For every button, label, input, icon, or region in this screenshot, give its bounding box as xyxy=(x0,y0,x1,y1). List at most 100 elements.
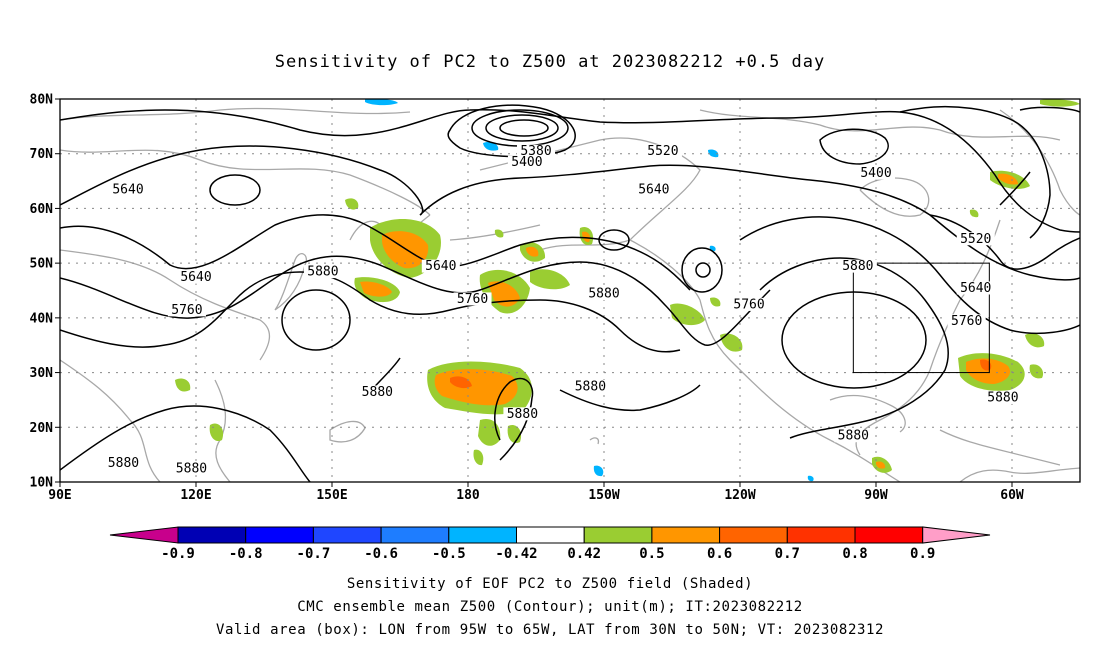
contour-label-bg xyxy=(956,281,995,295)
positive-region-west-coast xyxy=(670,297,743,352)
contour-ring-bc-inner xyxy=(695,262,711,278)
longitude-labels: 90E 120E 150E 180 150W 120W 90W 60W xyxy=(48,482,1024,503)
contour-label-bg xyxy=(358,385,397,399)
contour-label: 5640 xyxy=(112,183,143,198)
map-background xyxy=(60,99,1080,482)
caption-line-1: Sensitivity of EOF PC2 to Z500 field (Sh… xyxy=(347,576,753,592)
contour-label-bg xyxy=(838,259,877,273)
contour-label: 5640 xyxy=(180,270,211,285)
contour-5520-arctic xyxy=(60,108,1080,233)
colorbar-swatch xyxy=(245,526,314,544)
coast-greenland xyxy=(999,109,1080,216)
contour-5880-central xyxy=(494,377,534,461)
coast-canada-arctic xyxy=(699,109,1061,141)
colorbar-label: -0.42 xyxy=(495,546,537,562)
lon-tick-label: 120W xyxy=(724,488,755,503)
contour-label: 5880 xyxy=(176,462,207,477)
contour-label-bg xyxy=(634,183,673,197)
contour-label: 5880 xyxy=(507,407,538,422)
contour-label-bg xyxy=(834,429,873,443)
lon-tick-label: 150W xyxy=(588,488,619,503)
contour-5760-america-east xyxy=(739,216,1080,335)
contour-label: 5880 xyxy=(307,265,338,280)
contour-label: 5760 xyxy=(733,297,764,312)
contour-label-bg xyxy=(167,303,206,317)
lon-tick-label: 90E xyxy=(48,488,71,503)
lat-tick-label: 30N xyxy=(30,366,54,381)
colorbar-label: -0.5 xyxy=(432,546,466,562)
coast-siberia xyxy=(60,149,431,216)
contour-label-bg xyxy=(303,265,342,279)
contour-label: 5880 xyxy=(838,429,869,444)
colorbar-label: 0.7 xyxy=(775,546,800,562)
colorbar-swatch xyxy=(380,526,450,544)
colorbar-label: -0.8 xyxy=(229,546,263,562)
lat-tick-label: 80N xyxy=(30,93,54,108)
lon-tick-label: 60W xyxy=(1000,488,1024,503)
contour-ring-west xyxy=(209,174,261,206)
contour-5880-pacific xyxy=(60,271,681,353)
colorbar-label: 0.9 xyxy=(910,546,935,562)
coast-se-asia xyxy=(60,359,161,482)
contour-label: 5380 xyxy=(520,144,551,159)
chart-title: Sensitivity of PC2 to Z500 at 2023082212… xyxy=(275,52,826,72)
contour-ring-usa xyxy=(781,291,927,389)
coast-china-korea xyxy=(60,249,271,361)
positive-region-atlantic xyxy=(958,99,1080,391)
contour-5400-atlantic xyxy=(1019,106,1080,113)
colorbar-swatch xyxy=(786,526,856,544)
lon-tick-label: 90W xyxy=(864,488,888,503)
contour-label: 5520 xyxy=(960,232,991,247)
contour-label-bg xyxy=(172,462,211,476)
contour-5640-atlantic xyxy=(929,214,1080,270)
contour-label-bg xyxy=(585,286,623,300)
contour-label-bg xyxy=(177,270,215,284)
colorbar-label: -0.7 xyxy=(297,546,331,562)
contour-label: 5760 xyxy=(951,314,982,329)
contour-5400-arctic-east xyxy=(819,128,889,165)
contour-5880-east-pacific xyxy=(559,384,701,412)
lat-tick-label: 60N xyxy=(30,202,54,217)
colorbar-label: -0.9 xyxy=(161,546,195,562)
contour-label: 5760 xyxy=(457,292,488,307)
contour-5880-america xyxy=(759,257,949,439)
contour-ring-rockies xyxy=(598,229,630,251)
contour-low-inner-3 xyxy=(499,119,549,137)
colorbar-label: 0.5 xyxy=(639,546,664,562)
coast-taiwan xyxy=(329,420,366,443)
contour-label: 5400 xyxy=(860,166,891,181)
colorbar-swatch xyxy=(448,526,517,544)
lon-tick-label: 150E xyxy=(316,488,347,503)
colorbar-swatch xyxy=(516,526,585,544)
contour-label-bg xyxy=(453,292,492,306)
contour-label: 5880 xyxy=(842,259,873,274)
coast-alaska xyxy=(479,137,701,251)
lon-tick-label: 180 xyxy=(456,488,480,503)
colorbar-high-extend xyxy=(922,526,991,544)
contour-5880-trough xyxy=(60,405,311,482)
contour-5520-atlantic xyxy=(899,105,1051,239)
contour-low-inner-2 xyxy=(485,114,559,142)
contour-label: 5640 xyxy=(960,281,991,296)
contour-label-bg xyxy=(507,155,546,169)
contour-ring-bc-outer xyxy=(681,247,723,293)
coast-gulf-mexico xyxy=(829,394,906,433)
coast-na-west xyxy=(629,239,901,482)
colorbar-label: 0.42 xyxy=(567,546,601,562)
valid-area-box xyxy=(852,262,990,374)
coast-na-east xyxy=(855,219,1001,456)
colorbar: -0.9 -0.8 -0.7 -0.6 -0.5 -0.42 0.42 0.5 0.6 0.7 0.… xyxy=(109,526,991,562)
contour-label: 5400 xyxy=(511,155,542,170)
colorbar-low-extend xyxy=(109,526,179,544)
contour-ring-japan xyxy=(281,289,351,351)
lat-tick-label: 70N xyxy=(30,147,54,162)
lat-tick-label: 10N xyxy=(30,476,54,491)
colorbar-swatch xyxy=(583,526,653,544)
coast-aleutians xyxy=(449,224,541,241)
contour-label-bg xyxy=(730,297,769,311)
coast-hawaii xyxy=(589,437,600,445)
contour-label: 5640 xyxy=(638,183,669,198)
colorbar-label: -0.6 xyxy=(364,546,398,562)
